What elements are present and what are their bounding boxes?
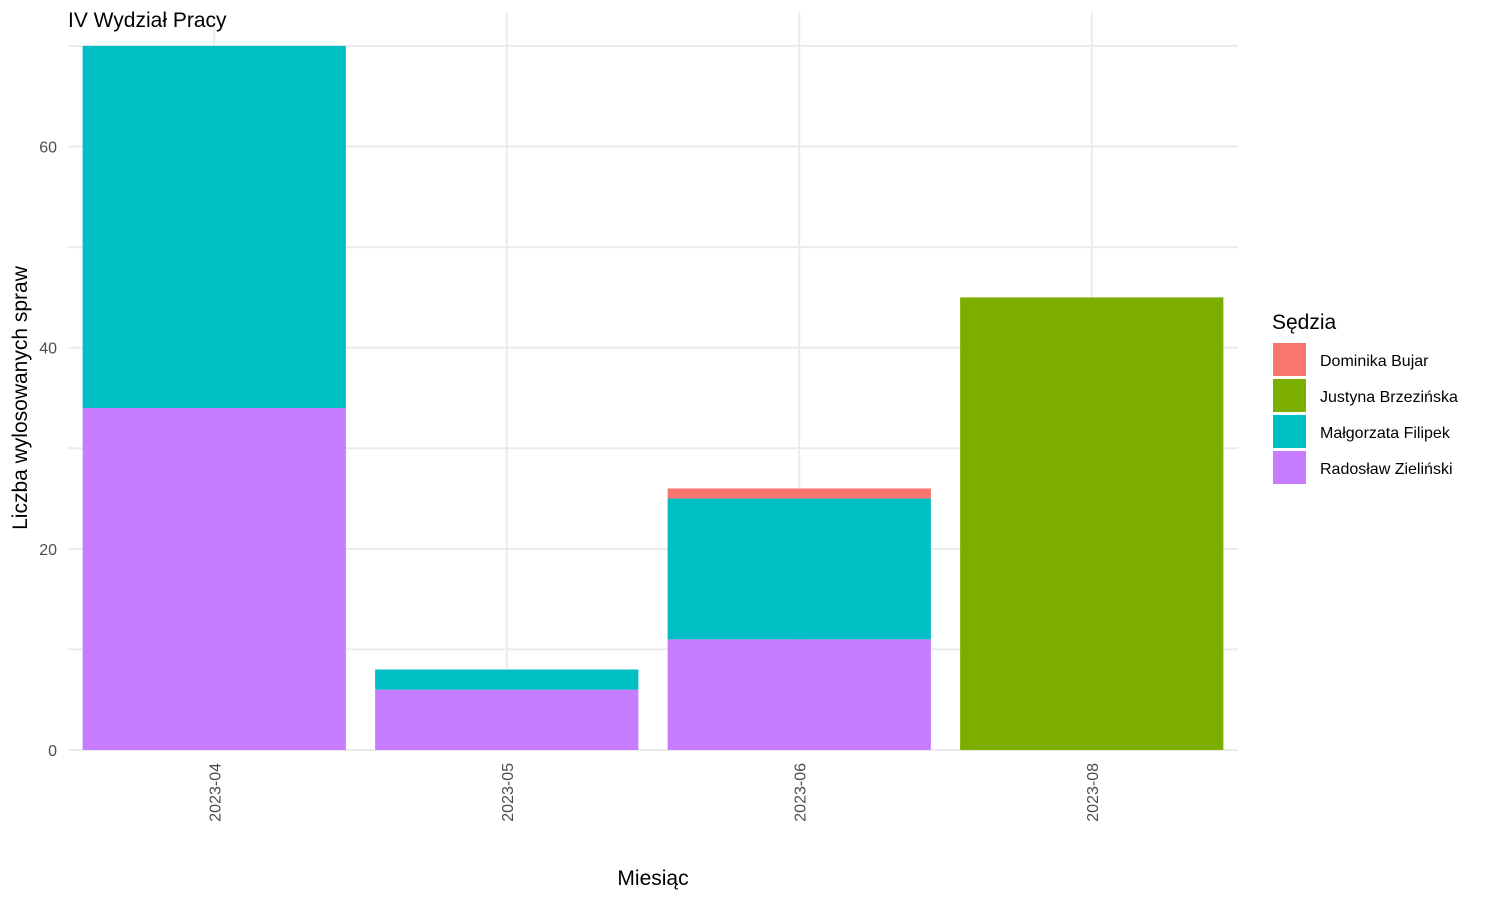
- legend-swatch: [1273, 379, 1306, 412]
- bars: [82, 45, 1224, 750]
- bar-2023-06-dominika-bujar: [667, 488, 931, 499]
- x-tick-label: 2023-04: [207, 763, 224, 822]
- y-tick-label: 20: [39, 542, 57, 559]
- x-axis-title: Miesiąc: [617, 867, 688, 890]
- bar-2023-06-radosaw-zielinski: [667, 639, 931, 750]
- y-tick-label: 0: [48, 743, 57, 760]
- bar-2023-05-magorzata-filipek: [375, 669, 639, 690]
- bar-2023-08-justyna-brzezinska: [960, 297, 1224, 750]
- bar-2023-04-magorzata-filipek: [82, 45, 346, 409]
- legend-swatch: [1273, 343, 1306, 376]
- legend-label: Radosław Zieliński: [1320, 461, 1453, 478]
- legend-title: Sędzia: [1272, 311, 1337, 334]
- legend-label: Dominika Bujar: [1320, 353, 1429, 370]
- x-tick-label: 2023-08: [1085, 763, 1102, 822]
- legend: Sędzia Dominika Bujar Justyna Brzezińska M…: [1272, 311, 1458, 484]
- x-tick-label: 2023-06: [792, 763, 809, 822]
- legend-label: Justyna Brzezińska: [1320, 389, 1458, 406]
- y-axis-title: Liczba wylosowanych spraw: [9, 265, 32, 530]
- legend-swatch: [1273, 451, 1306, 484]
- chart-title: IV Wydział Pracy: [68, 9, 227, 32]
- bar-2023-04-radosaw-zielinski: [82, 408, 346, 750]
- x-tick-label: 2023-05: [500, 763, 517, 822]
- bar-2023-05-radosaw-zielinski: [375, 689, 639, 750]
- legend-swatch: [1273, 415, 1306, 448]
- legend-label: Małgorzata Filipek: [1320, 425, 1451, 442]
- y-tick-label: 60: [39, 140, 57, 157]
- y-tick-label: 40: [39, 341, 57, 358]
- y-axis-ticks: 0 20 40 60: [39, 140, 57, 761]
- x-axis-ticks: 2023-04 2023-05 2023-06 2023-08: [207, 763, 1102, 822]
- bar-2023-06-magorzata-filipek: [667, 498, 931, 640]
